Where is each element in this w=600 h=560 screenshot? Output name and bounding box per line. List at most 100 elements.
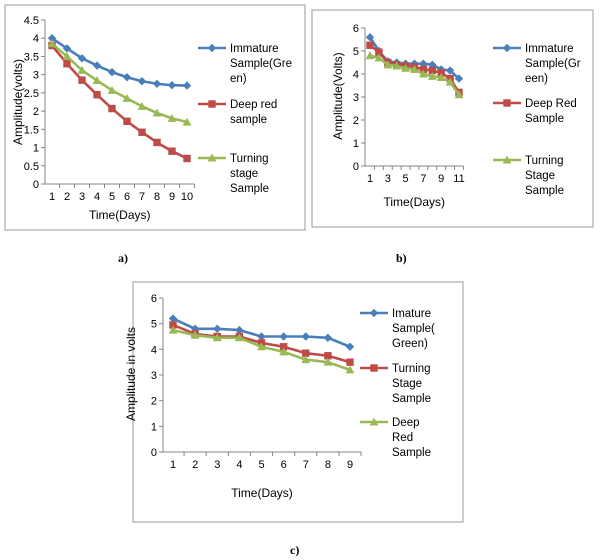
data-point: [169, 321, 177, 329]
legend-entry-line: Turning: [230, 153, 269, 165]
x-tick-label: 10: [181, 191, 193, 203]
data-point: [190, 330, 200, 339]
series-line: [50, 44, 188, 160]
series-line: [51, 42, 188, 124]
legend-entry-line: Sample: [392, 447, 431, 459]
legend-entry-line: en): [230, 73, 247, 85]
legend-entry: Deep Red Sample: [392, 417, 431, 459]
data-point: [345, 365, 355, 374]
data-point: [123, 117, 131, 126]
x-tick-label: 3: [214, 459, 220, 471]
legend-entry-line: Sample: [525, 113, 564, 125]
y-tick-label: 1: [353, 138, 359, 150]
data-point: [436, 73, 446, 81]
legend-entry-line: Deep Red: [525, 98, 577, 110]
legend-entry-line: Turning: [392, 363, 431, 375]
data-point: [445, 66, 455, 75]
data-point: [454, 74, 464, 83]
x-tick-label: 3: [385, 173, 391, 185]
legend-entry-line: Sample(: [392, 323, 435, 335]
y-tick-label: 3: [33, 70, 39, 82]
data-point: [428, 66, 436, 75]
legend-entry: Turning stage Sample: [230, 153, 269, 195]
legend-swatch-marker: [207, 153, 217, 162]
data-point: [92, 61, 102, 70]
legend-entry-line: Sample: [230, 183, 269, 195]
x-tick-label: 8: [325, 459, 331, 471]
data-point: [401, 63, 410, 72]
legend-entry: Turning Stage Sample: [525, 155, 564, 197]
y-tick-label: 2: [353, 115, 359, 127]
data-point: [78, 76, 86, 84]
legend-swatch-marker: [369, 308, 379, 318]
legend-swatch-marker: [207, 43, 217, 53]
legend-entry-line: Sample: [392, 393, 431, 405]
data-point: [182, 117, 192, 126]
x-axis-label: Time(Days): [231, 486, 293, 500]
y-tick-label: 1.5: [24, 124, 39, 136]
data-point: [324, 352, 332, 360]
legend-entry-line: Sample: [525, 185, 564, 197]
legend-entry: Turning Stage Sample: [392, 363, 431, 405]
data-point: [212, 333, 222, 342]
x-tick-label: 8: [154, 191, 160, 203]
data-point: [392, 61, 402, 70]
legend-entry-line: Sample(Gre: [230, 58, 292, 70]
legend-entry-line: Turning: [525, 155, 564, 167]
data-point: [445, 77, 455, 86]
data-point: [279, 343, 288, 351]
x-tick-label: 6: [281, 459, 287, 471]
y-tick-label: 3: [353, 92, 359, 104]
x-tick-label: 5: [403, 173, 409, 185]
data-point: [152, 79, 162, 88]
x-tick-label: 1: [367, 173, 373, 185]
data-point: [62, 52, 72, 60]
data-point: [137, 101, 147, 110]
legend-entry-line: Imature: [392, 308, 431, 320]
data-point: [410, 65, 419, 73]
chart-a: 00.511.522.533.544.51 2 3 4 5 6 7 8 9 10Time(Days…: [11, 15, 292, 222]
legend-entry-line: Stage: [525, 170, 555, 182]
legend-entry-line: Deep: [392, 417, 420, 429]
data-point: [47, 39, 57, 48]
data-point: [137, 77, 147, 86]
y-tick-label: 4: [33, 33, 39, 45]
y-axis-label: Amplitude(Volts): [331, 52, 345, 139]
legend-swatch-marker: [208, 100, 216, 108]
legend-entry-line: Red: [392, 432, 413, 444]
data-point: [107, 85, 117, 94]
x-tick-label: 4: [236, 459, 242, 471]
legend-entry-line: Immature: [525, 43, 574, 55]
data-point: [138, 128, 146, 136]
legend-swatch-marker: [502, 43, 512, 53]
legend-swatch-marker: [502, 155, 512, 164]
y-tick-label: 0: [353, 161, 359, 173]
data-point: [190, 324, 200, 333]
data-point: [168, 147, 176, 155]
panel-c-label: c): [290, 543, 299, 557]
series-line: [51, 37, 188, 87]
legend-entry: Immature Sample(Gre en): [230, 43, 292, 85]
legend-swatch-marker: [370, 364, 378, 372]
y-tick-label: 4: [151, 344, 157, 356]
legend-entry-line: Immature: [230, 43, 279, 55]
y-tick-label: 2.5: [24, 88, 39, 100]
y-tick-label: 0: [33, 179, 39, 191]
data-point: [257, 332, 266, 341]
data-point: [323, 333, 333, 342]
data-point: [108, 104, 116, 113]
x-tick-label: 6: [124, 191, 130, 203]
data-point: [107, 67, 117, 77]
x-tick-label: 9: [438, 173, 444, 185]
y-axis-label: Amplitude(volts): [11, 59, 25, 145]
data-point: [77, 54, 87, 63]
data-point: [419, 65, 428, 74]
x-tick-label: 7: [420, 173, 426, 185]
chart-c: 0 1 2 3 4 5 6 1 2 3 4 5 6 7 8 9 Time(Days) Amplitude in v…: [124, 293, 435, 500]
y-tick-label: 3.5: [24, 51, 39, 63]
data-point: [302, 349, 310, 357]
data-point: [234, 333, 244, 342]
